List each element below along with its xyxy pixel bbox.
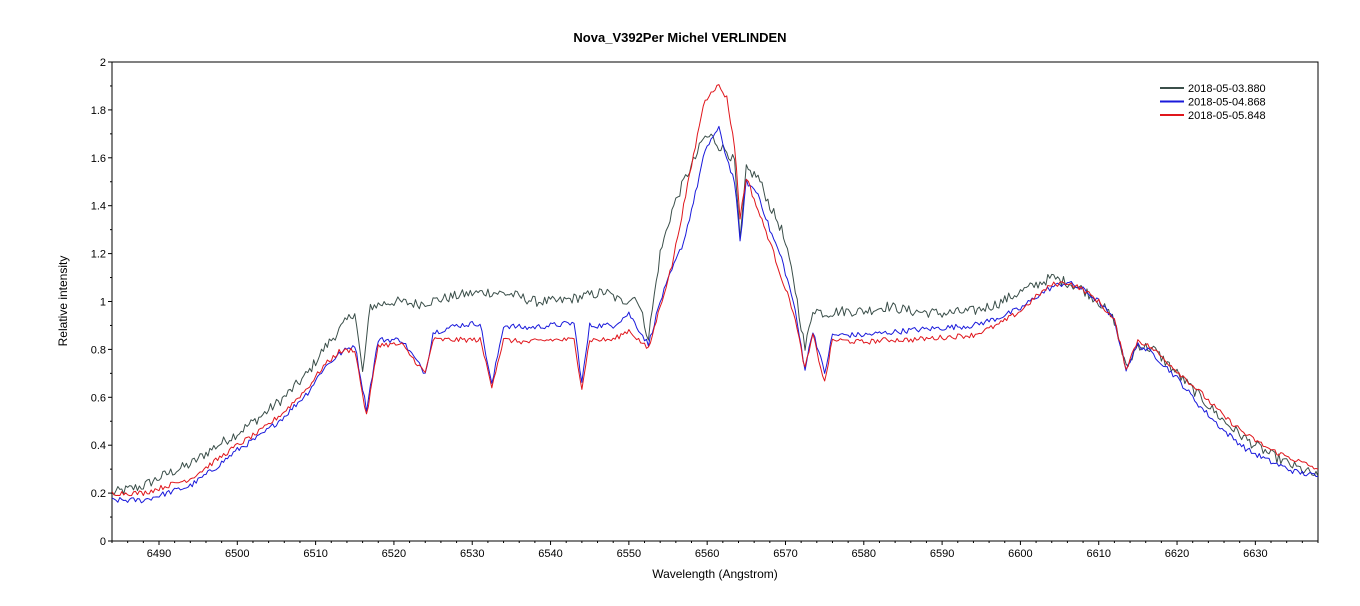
y-axis: 0 0.2 0.4 0.6 0.8 1 1.2 1.4 1.6 1.8 2	[91, 57, 112, 548]
x-tick-label: 6510	[303, 548, 327, 560]
x-axis-label: Wavelength (Angstrom)	[652, 567, 778, 581]
x-tick-label: 6600	[1008, 548, 1032, 560]
y-axis-label: Relative intensity	[56, 256, 70, 347]
y-tick-label: 0.8	[91, 344, 106, 356]
x-tick-label: 6530	[460, 548, 484, 560]
chart-title: Nova_V392Per Michel VERLINDEN	[573, 30, 786, 45]
x-tick-label: 6540	[538, 548, 562, 560]
y-tick-label: 1.2	[91, 249, 106, 261]
y-tick-label: 1	[100, 297, 106, 309]
legend-label-1: 2018-05-04.868	[1188, 97, 1266, 109]
series-group	[112, 84, 1318, 504]
y-tick-label: 0.2	[91, 488, 106, 500]
series-line-2	[112, 84, 1318, 497]
x-tick-label: 6610	[1086, 548, 1110, 560]
legend: 2018-05-03.880 2018-05-04.8682018-05-05.8…	[1160, 83, 1266, 122]
x-tick-label: 6550	[617, 548, 641, 560]
y-tick-label: 1.8	[91, 105, 106, 117]
x-tick-label: 6570	[773, 548, 797, 560]
x-tick-label: 6630	[1243, 548, 1267, 560]
y-tick-label: 1.6	[91, 153, 106, 165]
y-tick-label: 1.4	[91, 201, 106, 213]
x-axis: 6490 6500 6510 6520 6530 6540 6550 6560 6570 6580…	[111, 541, 1319, 560]
y-tick-label: 0.6	[91, 392, 106, 404]
legend-label-0: 2018-05-03.880	[1188, 83, 1266, 95]
x-tick-label: 6620	[1165, 548, 1189, 560]
x-tick-label: 6590	[930, 548, 954, 560]
x-tick-label: 6500	[225, 548, 249, 560]
x-tick-label: 6580	[852, 548, 876, 560]
x-tick-label: 6490	[147, 548, 171, 560]
x-tick-label: 6560	[695, 548, 719, 560]
legend-label-2: 2018-05-05.848	[1188, 110, 1266, 122]
y-tick-label: 0	[100, 536, 106, 548]
x-tick-label: 6520	[382, 548, 406, 560]
y-tick-label: 2	[100, 57, 106, 69]
y-tick-label: 0.4	[91, 440, 106, 452]
